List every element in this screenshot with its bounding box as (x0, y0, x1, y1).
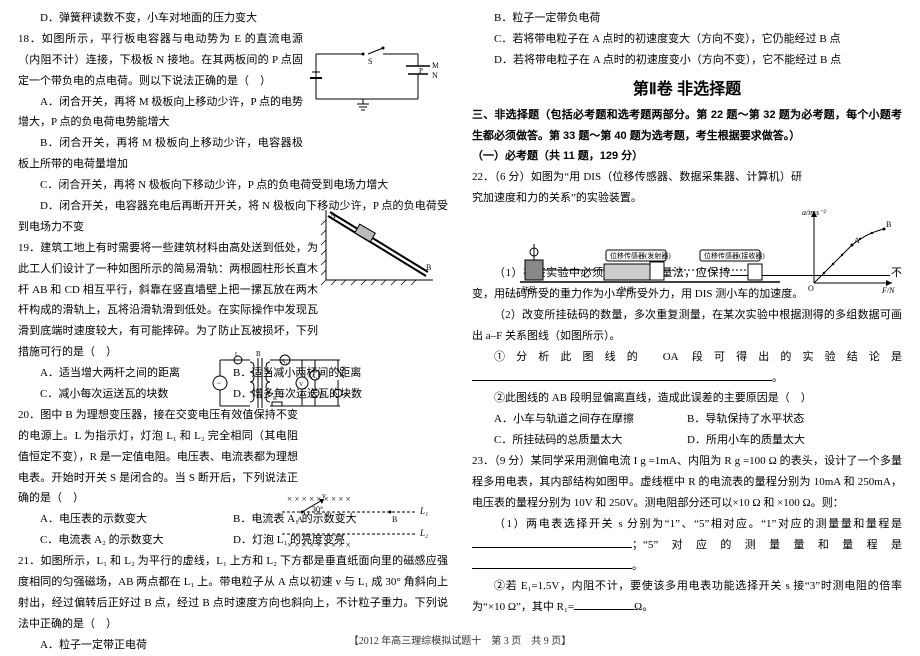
q18-c: C．闭合开关，再将 N 极板向下移动少许，P 点的负电荷受到电场力增大 (18, 175, 448, 196)
svg-text:A₂: A₂ (311, 374, 317, 380)
q22-p2b: ②此图线的 AB 段明显偏离直线，造成此误差的主要原因是（ ） (472, 388, 902, 409)
figure-transformer-circuit: ~ L B A₁ V A₂ L₁ (210, 348, 350, 418)
q21-c: C．若将带电粒子在 A 点时的初速度变大（方向不变），它仍能经过 B 点 (472, 29, 902, 50)
page: D．弹簧秤读数不变，小车对地面的压力变大 18．如图所示，平行板电容器与电动势为… (0, 0, 920, 651)
svg-text:v: v (322, 491, 326, 500)
svg-text:轨道: 轨道 (620, 285, 634, 292)
svg-text:L₁: L₁ (321, 392, 327, 398)
right-column: B．粒子一定带负电荷 C．若将带电粒子在 A 点时的初速度变大（方向不变），它仍… (460, 0, 920, 651)
svg-text:O: O (808, 284, 814, 293)
q22-stem: 22．（6 分）如图为“用 DIS（位移传感器、数据采集器、计算机）研究加速度和… (472, 167, 902, 209)
svg-text:B: B (256, 350, 261, 358)
svg-text:F/N: F/N (881, 286, 895, 295)
svg-text:L₁: L₁ (419, 506, 428, 516)
blank (472, 536, 632, 548)
part2-title: 第Ⅱ卷 非选择题 (472, 75, 902, 99)
sensor-right-label: 位移传感器(接收器) (704, 251, 765, 260)
q21-b: B．粒子一定带负电荷 (472, 8, 902, 29)
q20-a: A．电压表的示数变大 (18, 509, 233, 530)
q23-p2-text: ②若 E₁=1.5V，内阻不计，要使该多用电表功能选择开关 s 接“3”时测电阻… (472, 580, 902, 613)
svg-text:A: A (854, 236, 860, 245)
svg-text:L: L (235, 352, 239, 358)
svg-text:B: B (886, 220, 891, 229)
svg-text:V: V (299, 382, 304, 388)
q17-option-d: D．弹簧秤读数不变，小车对地面的压力变大 (18, 8, 448, 29)
q20-c: C．电流表 A₂ 的示数变大 (18, 530, 233, 551)
q19-a: A．适当增大两杆之间的距离 (18, 363, 233, 384)
q18-b: B．闭合开关，再将 M 极板向上移动少许，电容器极板上所带的电荷量增加 (18, 133, 448, 175)
q22-opts-ab: A．小车与轨道之间存在摩擦 B．导轨保持了水平状态 (472, 409, 902, 430)
q22-a: A．小车与轨道之间存在摩擦 (472, 409, 687, 430)
sensor-left-label: 位移传感器(发射器) (610, 251, 671, 260)
svg-text:S: S (342, 366, 345, 372)
q19-c: C．减小每次运送瓦的块数 (18, 384, 233, 405)
q23-p1: （1）两电表选择开关 s 分别为“1”、“5”相对应。“1”对应的测量量和量程是… (472, 514, 902, 577)
q23-p2: ②若 E₁=1.5V，内阻不计，要使该多用电表功能选择开关 s 接“3”时测电阻… (472, 576, 902, 618)
svg-text:a/m·s⁻²: a/m·s⁻² (802, 208, 826, 217)
figure-capacitor-circuit: S M P N (308, 44, 438, 114)
svg-text:B: B (392, 515, 397, 524)
q22-c: C．所挂砝码的总质量太大 (472, 430, 687, 451)
svg-text:A: A (297, 515, 303, 524)
svg-text:M: M (432, 61, 438, 70)
blank (472, 369, 772, 381)
svg-text:B: B (426, 263, 431, 272)
svg-text:30°: 30° (312, 505, 323, 514)
q21-stem: 21．如图所示，L₁ 和 L₂ 为平行的虚线，L₁ 上方和 L₂ 下方都是垂直纸… (18, 551, 448, 635)
svg-text:L₂: L₂ (344, 392, 350, 398)
left-column: D．弹簧秤读数不变，小车对地面的压力变大 18．如图所示，平行板电容器与电动势为… (0, 0, 460, 651)
q22-d: D．所用小车的质量太大 (687, 430, 902, 451)
blank (472, 557, 632, 569)
q23-p1b: ；“5”对应的测量量和量程是 (632, 539, 902, 551)
sub-head: （一）必考题（共 11 题，129 分） (472, 146, 902, 167)
svg-text:~: ~ (217, 380, 221, 388)
q22-opts-cd: C．所挂砝码的总质量太大 D．所用小车的质量太大 (472, 430, 902, 451)
blank (574, 598, 634, 610)
svg-text:N: N (432, 71, 438, 80)
svg-text:砝码: 砝码 (522, 285, 536, 292)
q22-p2a-text: ①分析此图线的 OA 段可得出的实验结论是 (494, 351, 902, 363)
svg-text:R: R (273, 396, 277, 402)
section3-head: 三、非选择题（包括必考题和选考题两部分。第 22 题～第 32 题为必考题，每个… (472, 105, 902, 147)
q22-p2: （2）改变所挂砝码的数量，多次重复测量，在某次实验中根据测得的多组数据可画出 a… (472, 305, 902, 347)
q23-p2-tail: Ω。 (634, 601, 653, 613)
figure-slope-rails: A B (318, 210, 438, 300)
svg-text:S: S (368, 57, 372, 66)
q23-stem: 23．（9 分）某同学采用测偏电流 I g =1mA、内阻为 R g =100 … (472, 451, 902, 514)
q23-p1a: （1）两电表选择开关 s 分别为“1”、“5”相对应。“1”对应的测量量和量程是 (494, 518, 902, 530)
q22-p2a: ①分析此图线的 OA 段可得出的实验结论是。 (472, 347, 902, 389)
svg-text:× × × × × × × × ×: × × × × × × × × × (287, 540, 351, 550)
figure-a-f-graph: a/m·s⁻² F/N O A B (802, 205, 898, 295)
svg-text:A: A (330, 211, 336, 220)
q22-b: B．导轨保持了水平状态 (687, 409, 902, 430)
svg-text:L₂: L₂ (419, 528, 428, 538)
figure-magnetic-field: × × × × × × × × × × × × × × × × × × L₁ L… (282, 490, 432, 558)
q21-d: D．若将带电粒子在 A 点时的初速度变小（方向不变），它不能经过 B 点 (472, 50, 902, 71)
svg-text:A₁: A₁ (281, 359, 287, 365)
figure-sensor-setup: 位移传感器(发射器) 位移传感器(接收器) 砝码 轨道 (520, 242, 790, 292)
page-footer: 【2012 年高三理综模拟试题十 第 3 页 共 9 页】 (0, 632, 920, 647)
svg-text:P: P (419, 67, 423, 75)
